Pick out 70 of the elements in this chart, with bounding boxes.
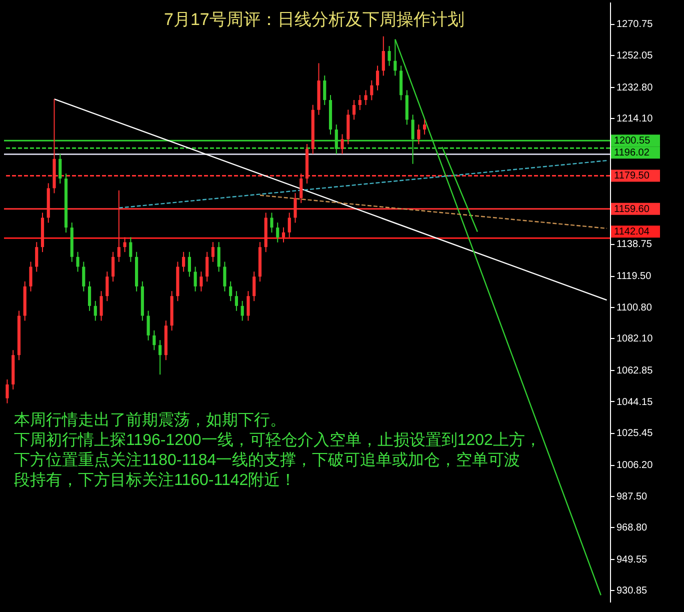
candlestick — [6, 378, 9, 404]
candlestick — [188, 251, 191, 278]
ref-line-label: 1196.02 — [614, 148, 650, 159]
ref-line-label: 1142.04 — [614, 226, 650, 238]
candlestick — [223, 261, 226, 292]
candlestick — [240, 300, 244, 322]
candlestick — [252, 271, 256, 302]
candlestick — [323, 75, 326, 106]
y-tick-label: 1025.45 — [616, 428, 654, 440]
y-tick-label: 1214.10 — [616, 114, 654, 125]
y-tick-label: 1062.85 — [616, 366, 654, 377]
y-tick-label: 930.85 — [616, 586, 648, 597]
candlestick — [29, 261, 32, 292]
candlestick — [194, 266, 197, 292]
candlestick — [58, 153, 62, 184]
candlestick — [270, 212, 274, 234]
chart-title: 7月17号周评：日线分析及下周操作计划 — [164, 10, 464, 29]
candlestick — [358, 94, 362, 111]
candlestick — [123, 236, 126, 253]
candlestick — [146, 310, 150, 341]
y-tick-label: 949.55 — [616, 554, 648, 566]
candlestick — [182, 251, 186, 272]
y-tick-label: 987.50 — [616, 491, 648, 502]
candlestick — [352, 100, 356, 120]
candlestick — [200, 271, 203, 292]
candlestick — [246, 290, 250, 322]
candlestick — [88, 280, 92, 312]
annotation: 段持有，下方目标关注1160-1142附近！ — [14, 471, 296, 489]
candlestick — [417, 124, 420, 145]
annotation: 下周初行情上探1196-1200一线，可轻仓介入空单，止损设置到1202上方， — [14, 431, 541, 449]
candlestick — [158, 340, 162, 376]
ref-line-label: 1159.60 — [614, 204, 650, 215]
candlestick — [82, 261, 86, 292]
y-tick-label: 1252.05 — [616, 50, 654, 62]
annotation: 下方位置重点关注1180-1184一线的支撑，下破可追单或加仓，空单可波 — [14, 451, 520, 469]
candlestick — [276, 222, 280, 243]
candlestick — [152, 330, 156, 351]
candlestick — [423, 119, 426, 136]
candlestick — [376, 65, 380, 91]
candlestick — [288, 212, 291, 238]
y-tick-label: 1100.80 — [616, 302, 652, 314]
y-tick-label: 1138.75 — [616, 239, 652, 250]
candlestick — [35, 242, 38, 272]
ref-line-label: 1200.55 — [614, 136, 651, 147]
candlestick — [340, 134, 344, 155]
y-tick-label: 1232.80 — [616, 82, 654, 94]
candlestick — [364, 90, 368, 106]
candlestick — [106, 271, 109, 302]
candlestick — [100, 290, 103, 322]
candlestick — [111, 251, 115, 282]
annotation: 本周行情走出了前期震荡，如期下行。 — [14, 411, 286, 429]
y-tick-label: 1082.10 — [616, 334, 654, 345]
candlestick — [94, 300, 97, 322]
y-tick-label: 1006.20 — [616, 460, 654, 472]
y-tick-label: 1270.75 — [616, 19, 654, 30]
candlestick — [234, 290, 238, 312]
candlestick — [129, 236, 132, 262]
candlestick — [76, 251, 80, 272]
y-tick-label: 1119.50 — [616, 271, 652, 282]
candlestick — [229, 280, 232, 302]
candlestick — [217, 242, 220, 272]
candlestick — [282, 226, 286, 243]
candlestick — [211, 242, 214, 262]
y-tick-label: 968.80 — [616, 522, 648, 534]
candlestick — [382, 36, 385, 76]
candlestick — [370, 80, 374, 101]
candlestick — [206, 251, 209, 282]
ref-line-label: 1179.50 — [614, 170, 650, 182]
y-tick-label: 1044.15 — [616, 396, 654, 408]
candlestick — [388, 46, 391, 66]
